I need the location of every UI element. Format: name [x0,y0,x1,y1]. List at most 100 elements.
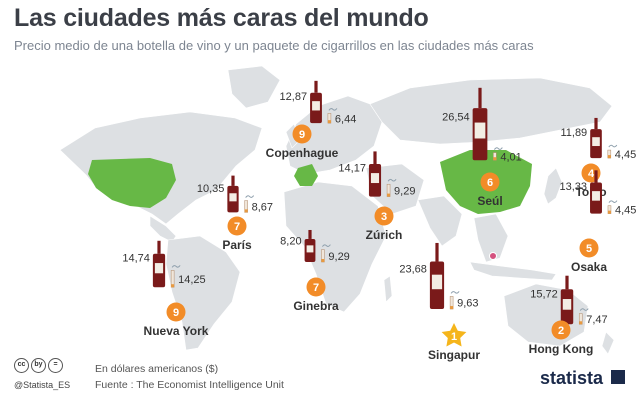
cigarette-price-label: 6,44 [335,113,356,125]
city-group-ginebra: 8,20 9,29 7 Ginebra [280,229,350,313]
landmass-japan [543,167,563,205]
license-icons: cc by = [14,358,63,373]
rank-badge [166,302,186,322]
cigarette-icon [607,144,618,159]
landmass-asia-south [417,195,463,247]
rank-number: 3 [381,211,387,223]
cigarette-icon [170,265,181,288]
cigarette-price-label: 9,29 [328,251,349,263]
cigarette-price-label: 9,29 [394,185,415,197]
world-map-background [59,65,615,355]
cc-license-icon: cc [14,358,29,373]
wine-bottle-icon [429,242,445,310]
city-group-se-l: 26,54 4,01 6 Seúl [442,87,522,208]
wine-price-label: 14,74 [122,253,150,265]
landmass-southeast-asia [473,213,509,263]
wine-bottle-icon [227,175,239,213]
cigarette-icon [321,244,331,263]
cigarette-price-label: 4,45 [615,149,636,161]
city-name-label: París [222,238,252,252]
statista-logo-mark [611,370,625,384]
cigarette-icon [244,195,255,213]
rank-number: 9 [299,129,305,141]
wine-price-label: 11,89 [560,127,587,139]
wine-price-label: 26,54 [442,111,470,123]
wine-price-label: 23,68 [399,264,427,276]
landmass-greenland [227,65,281,109]
landmass-africa [283,181,387,313]
rank-badge [480,172,500,192]
attribution-icon: by [31,358,46,373]
landmass-indonesia [469,261,557,281]
rank-number: 7 [313,282,319,294]
city-name-label: Singapur [428,348,480,362]
singapore-dot [489,252,497,260]
rank-star-badge [441,323,467,347]
rank-number: 7 [234,221,240,233]
city-group-nueva-york: 14,74 14,25 9 Nueva York [122,240,209,338]
city-group-singapur: 23,68 9,63 1 Singapur [399,242,480,362]
country-france [294,164,318,186]
cigarette-price-label: 7,47 [586,314,607,326]
cigarette-price-label: 4,45 [615,205,636,217]
wine-bottle-icon [590,117,602,159]
units-note: En dólares americanos ($) [95,363,219,375]
wine-bottle-icon [368,151,382,197]
city-group-tokio: 11,894,454Tokio [560,117,636,199]
cigarette-price-label: 14,25 [178,274,206,286]
city-markers-layer: 23,68 9,63 1 Singapur 15,72 7,47 2 Hong Kong 14,… [122,80,636,362]
rank-number: 6 [487,177,493,189]
city-group-copenhague: 12,87 6,44 9 Copenhague [266,80,356,160]
wine-price-label: 8,20 [280,235,301,247]
city-group-hong-kong: 15,72 7,47 2 Hong Kong [529,275,608,356]
source-note: Fuente : The Economist Intelligence Unit [95,379,284,391]
city-name-label: Hong Kong [529,342,594,356]
wine-price-label: 15,72 [530,289,558,301]
country-usa [88,158,176,208]
rank-number: 9 [173,307,179,319]
rank-number: 5 [586,243,592,255]
chart-title: Las ciudades más caras del mundo [14,4,429,32]
city-name-label: Osaka [571,260,607,274]
landmass-russia [369,77,613,145]
cigarette-icon [449,291,460,310]
wine-bottle-icon [152,240,166,288]
rank-badge [227,216,247,236]
twitter-handle: @Statista_ES [14,380,71,390]
wine-bottle-icon [560,275,574,325]
rank-badge [374,206,394,226]
landmass-new-zealand [601,331,615,355]
statista-logo: statista [540,368,604,388]
cigarette-icon [607,200,618,214]
wine-price-label: 10,35 [197,183,225,195]
rank-number: 4 [588,168,595,180]
landmass-madagascar [383,275,393,303]
wine-bottle-icon [472,87,488,161]
rank-number: 1 [451,331,457,343]
cigarette-price-label: 8,67 [252,201,273,213]
cigarette-price-label: 4,01 [500,151,521,163]
cigarette-icon [493,147,503,161]
city-name-label: Nueva York [144,324,209,338]
cigarette-price-label: 9,63 [457,298,478,310]
city-name-label: Zúrich [366,228,403,242]
city-group-par-s: 10,35 8,67 7 París [197,175,273,252]
city-name-label: Copenhague [266,146,339,160]
wine-bottle-icon [590,170,602,214]
rank-badge [292,124,312,144]
cigarette-icon [386,178,397,197]
wine-price-label: 12,87 [280,91,308,103]
rank-badge [551,320,571,340]
city-group-z-rich: 14,17 9,29 3 Zúrich [338,151,415,242]
wine-bottle-icon [304,229,316,263]
singapore-marker [489,252,497,260]
chart-subtitle: Precio medio de una botella de vino y un… [14,38,534,53]
wine-price-label: 14,17 [338,163,366,175]
city-name-label: Ginebra [293,299,339,313]
rank-number: 2 [558,325,564,337]
wine-price-label: 13,33 [560,181,588,193]
city-group-osaka: 13,33 4,45 5 Osaka [560,170,636,274]
no-derivatives-icon: = [48,358,63,373]
rank-badge [306,277,326,297]
